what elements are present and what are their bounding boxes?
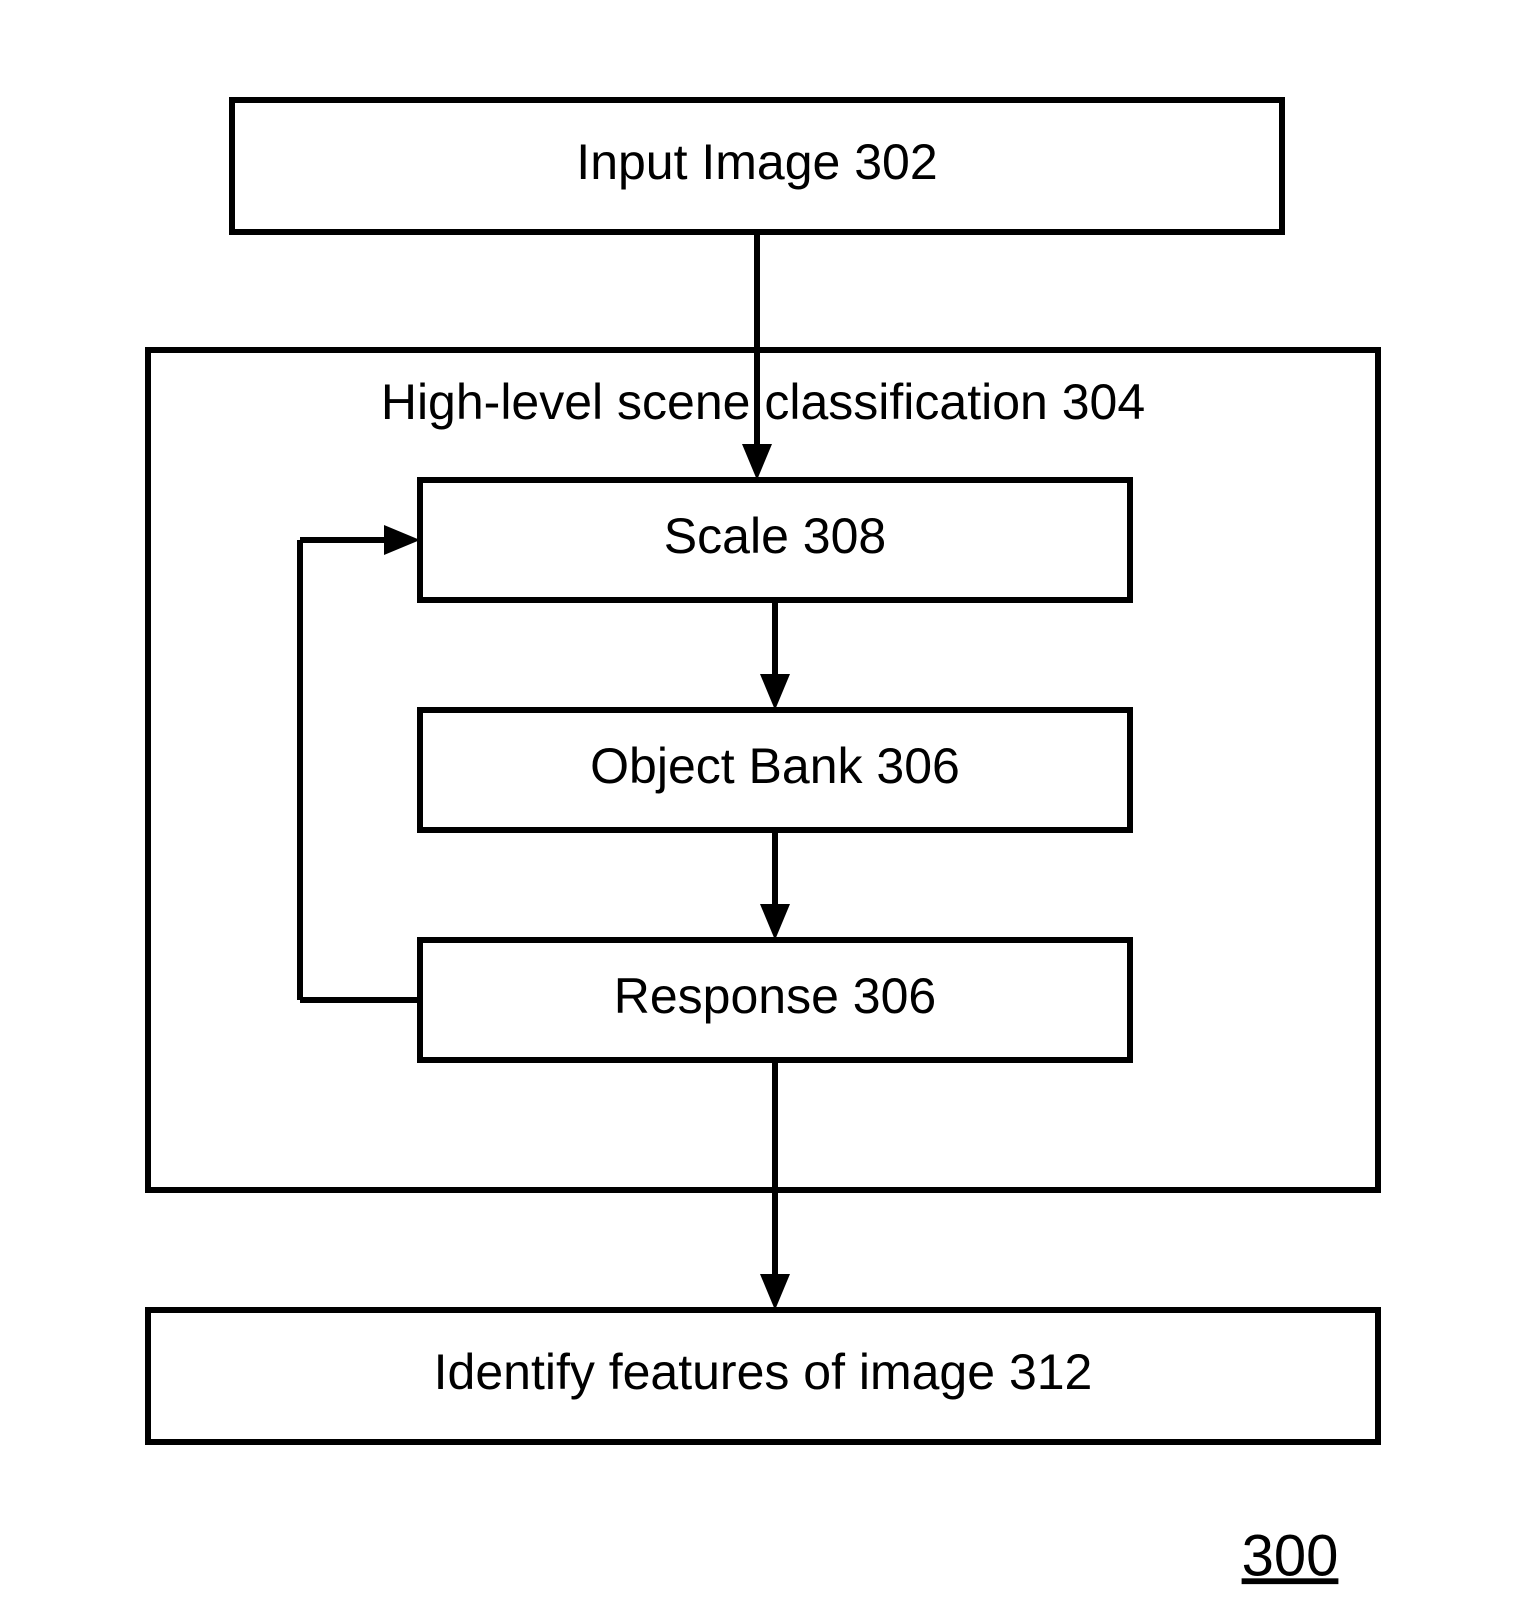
- identify-label: Identify features of image 312: [434, 1344, 1093, 1400]
- objbank-label: Object Bank 306: [590, 738, 960, 794]
- response-label: Response 306: [614, 968, 936, 1024]
- container-label: High-level scene classification 304: [381, 374, 1145, 430]
- scale-label: Scale 308: [664, 508, 886, 564]
- input-label: Input Image 302: [576, 134, 937, 190]
- figure-number: 300: [1242, 1523, 1339, 1588]
